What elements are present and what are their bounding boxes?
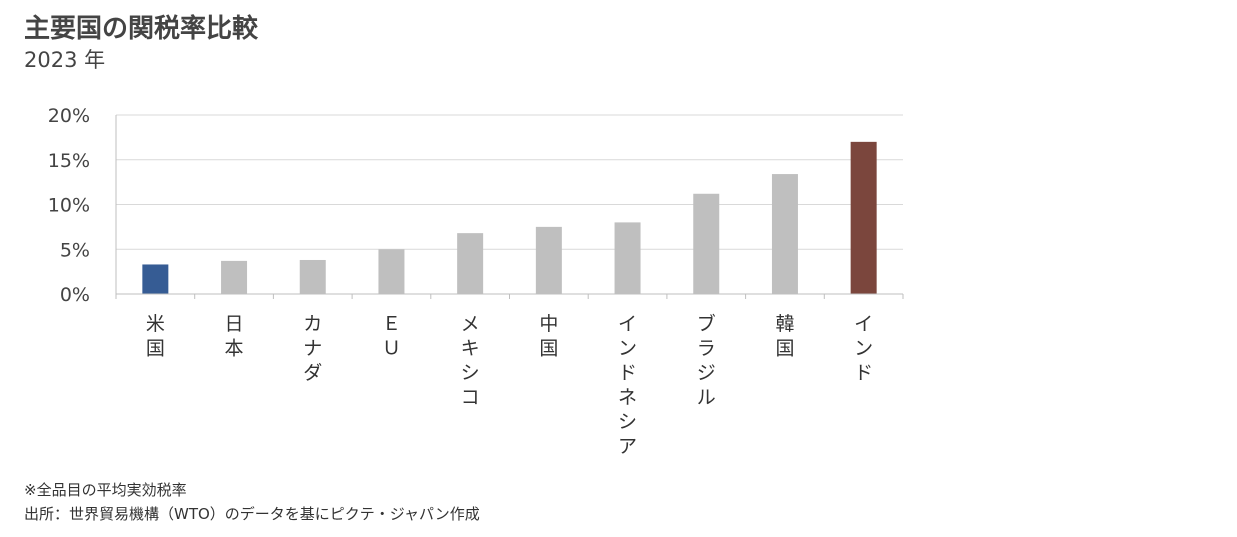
y-tick-label: 15% bbox=[48, 150, 90, 172]
bar bbox=[771, 174, 798, 294]
x-category-label: 韓国 bbox=[775, 313, 794, 360]
y-tick-label: 10% bbox=[48, 195, 90, 217]
bar bbox=[693, 193, 720, 294]
x-category-label: インドネシア bbox=[618, 313, 637, 458]
x-category-label: ＥＵ bbox=[382, 313, 401, 360]
x-category-label: インド bbox=[854, 313, 873, 384]
footnote-source: 出所：世界貿易機構（WTO）のデータを基にピクテ・ジャパン作成 bbox=[24, 505, 480, 523]
x-category-label: 日本 bbox=[225, 313, 244, 360]
x-category-label: カナダ bbox=[303, 313, 322, 384]
x-category-label: 米国 bbox=[146, 313, 165, 360]
x-axis-category-labels: 米国 日本 カナダ ＥＵ メキシコ 中国 インドネシア ブラジル 韓国 インド bbox=[146, 312, 873, 458]
bar bbox=[457, 233, 484, 294]
bar bbox=[221, 260, 248, 294]
bar-chart: 0% 5% 10% 15% 20% 米国 日本 カナダ ＥＵ メキシコ 中国 インドネシア ブラジル 韓… bbox=[48, 105, 904, 458]
footnote-note: ※全品目の平均実効税率 bbox=[24, 481, 187, 499]
x-axis bbox=[115, 115, 904, 299]
x-category-label: 中国 bbox=[539, 313, 558, 360]
bars bbox=[142, 141, 877, 294]
x-category-label: メキシコ bbox=[461, 313, 480, 409]
bar bbox=[535, 226, 562, 294]
bar bbox=[850, 141, 877, 294]
y-tick-label: 0% bbox=[60, 284, 90, 306]
bar bbox=[614, 222, 641, 294]
y-axis-tick-labels: 0% 5% 10% 15% 20% bbox=[48, 105, 90, 306]
y-tick-label: 20% bbox=[48, 105, 90, 127]
bar bbox=[378, 249, 405, 294]
y-tick-label: 5% bbox=[60, 239, 90, 261]
chart-title: 主要国の関税率比較 bbox=[24, 14, 259, 44]
x-category-label: ブラジル bbox=[697, 312, 716, 409]
chart-subtitle: 2023 年 bbox=[24, 48, 106, 72]
bar bbox=[299, 259, 326, 294]
bar bbox=[142, 264, 169, 294]
grid-lines bbox=[116, 114, 903, 250]
